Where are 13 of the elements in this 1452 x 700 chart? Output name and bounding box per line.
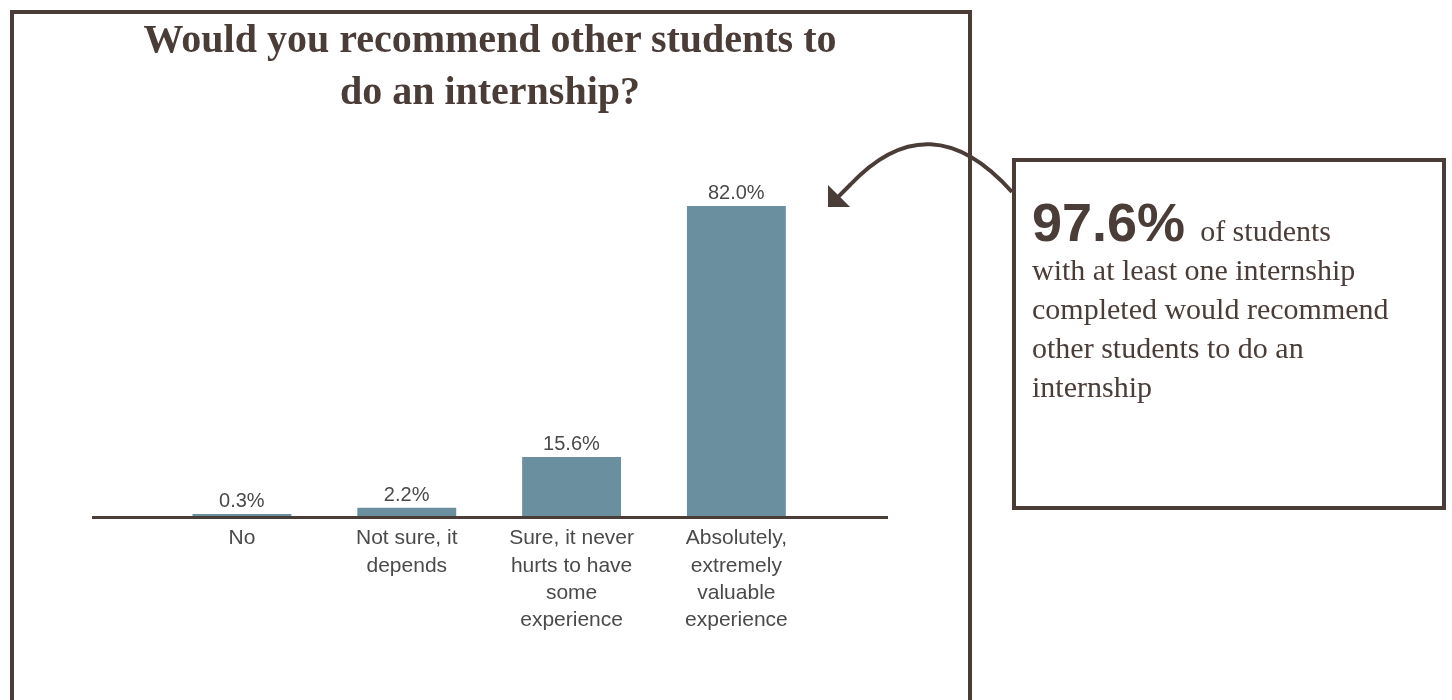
chart-title: Would you recommend other students to do an internship? — [143, 16, 837, 113]
x-tick-label: Absolutely, extremely valuable experience — [685, 525, 788, 631]
x-tick-label: No — [228, 525, 256, 549]
x-tick-label: Not sure, it depends — [356, 525, 458, 576]
bar — [357, 507, 457, 516]
bar — [686, 206, 786, 516]
text: 97.6% of students with at least one internship completed would recommend other students to do an internship — [1032, 192, 1389, 403]
data-label: 82.0% — [707, 181, 765, 204]
bar — [522, 457, 622, 516]
data-label: 0.3% — [219, 489, 265, 511]
data-label: 2.2% — [383, 482, 430, 505]
x-tick-label: Sure, it never hurts to have some experience — [509, 525, 635, 631]
data-label: 15.6% — [543, 432, 601, 455]
